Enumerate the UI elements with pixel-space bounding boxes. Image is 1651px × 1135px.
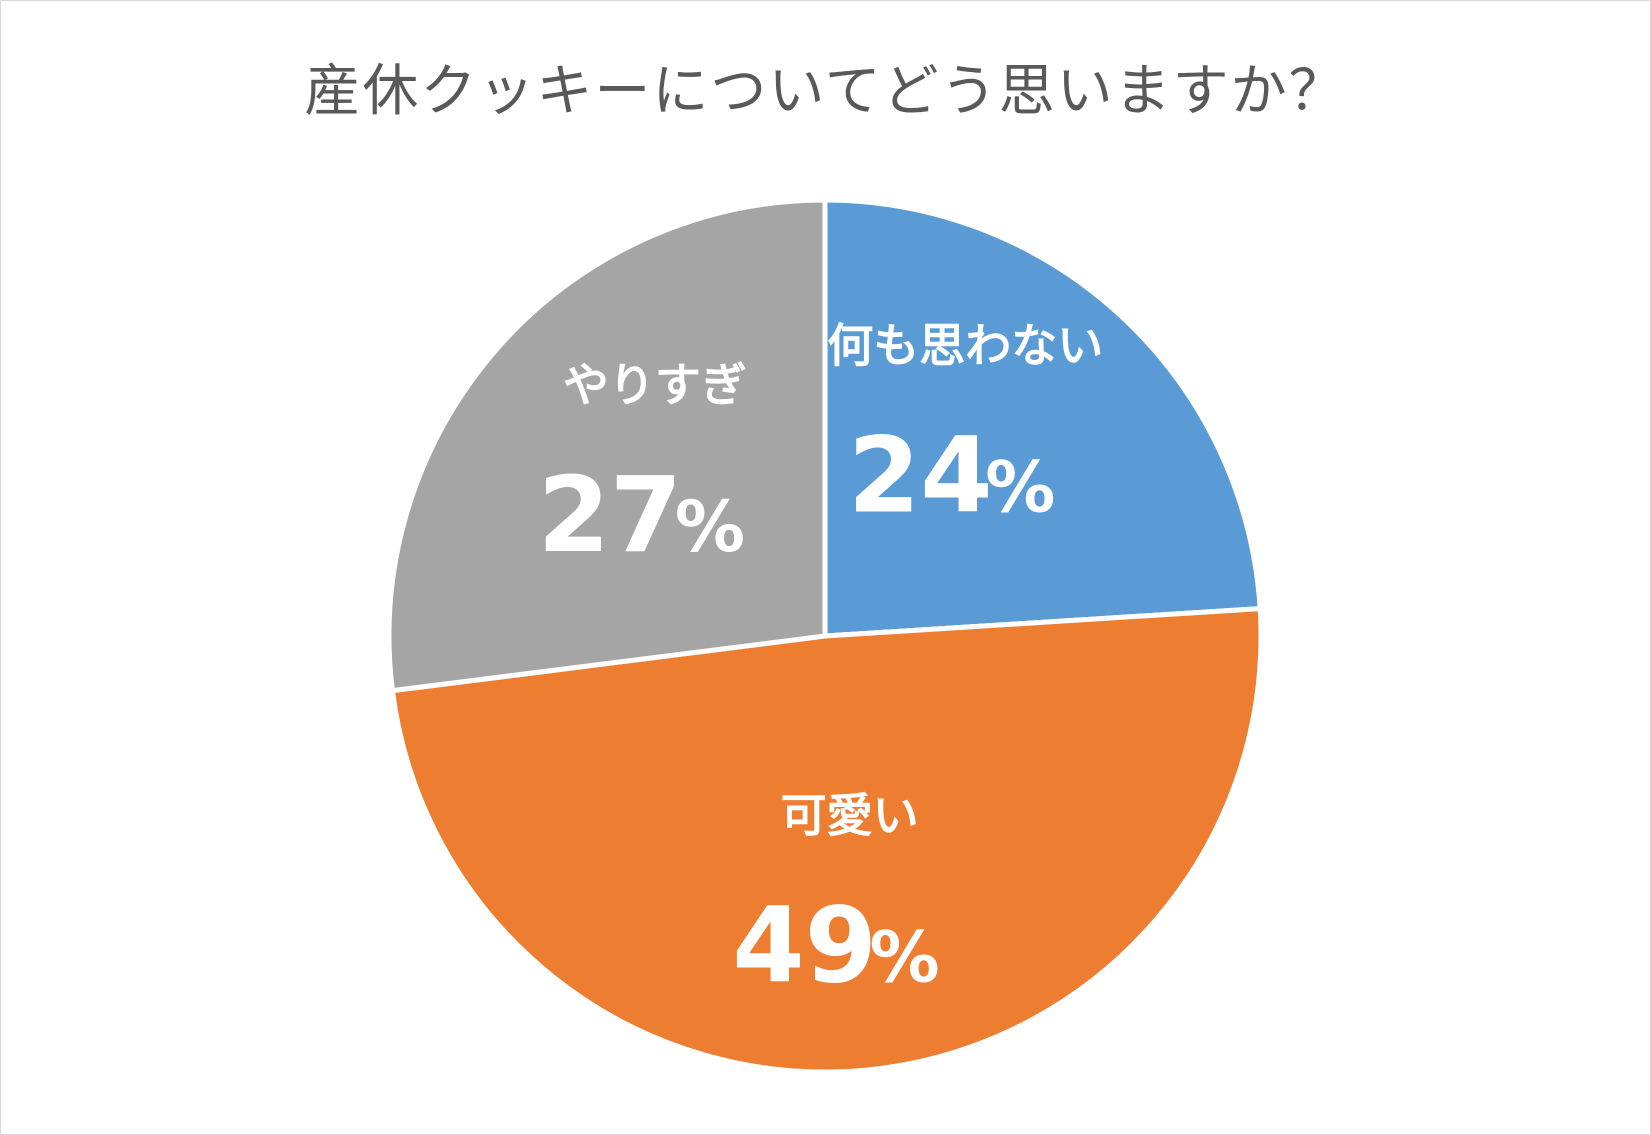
slice-percent-sign-3: %	[675, 486, 745, 568]
pie-slice-3	[386, 197, 828, 694]
slice-value-1: 24	[848, 415, 993, 537]
pie-slice-1	[822, 197, 1263, 639]
slice-value-2: 49	[732, 884, 877, 1006]
slice-label-1: 何も思わない	[827, 319, 1103, 373]
slice-label-3: やりすぎ	[563, 358, 747, 412]
pie-slice-2	[389, 606, 1264, 1075]
slice-value-3: 27	[538, 454, 683, 576]
slice-percent-sign-2: %	[870, 916, 940, 998]
slice-label-2: 可愛い	[781, 788, 919, 842]
pie-labels: 何も思わない 24% 可愛い 49% やりすぎ 27%	[538, 319, 1104, 1007]
chart-title: 産休クッキーについてどう思いますか？	[304, 59, 1347, 124]
slice-percent-sign-1: %	[985, 447, 1055, 529]
pie-slices	[386, 197, 1264, 1075]
